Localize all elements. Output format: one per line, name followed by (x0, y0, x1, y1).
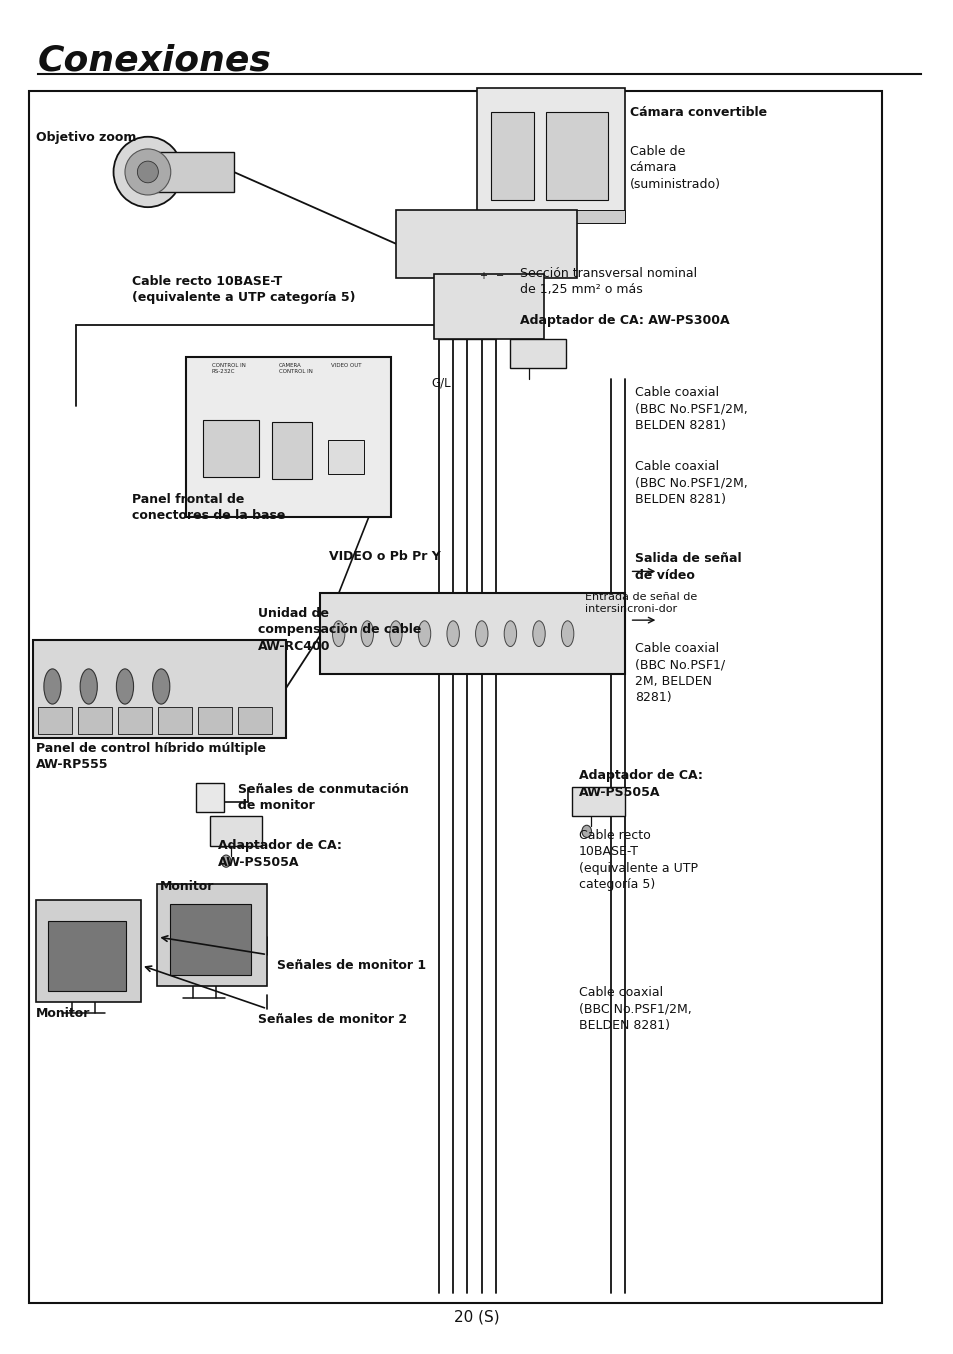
Ellipse shape (503, 620, 516, 646)
Text: Sección transversal nominal
de 1,25 mm² o más: Sección transversal nominal de 1,25 mm² … (519, 267, 697, 297)
Text: Monitor: Monitor (160, 880, 214, 894)
Ellipse shape (152, 669, 170, 704)
Bar (272, 422, 312, 479)
Text: Panel frontal de
conectores de la base: Panel frontal de conectores de la base (132, 493, 285, 523)
Text: Unidad de
compensación de cable
AW-RC400: Unidad de compensación de cable AW-RC400 (257, 607, 420, 653)
Text: ESPAÑOL: ESPAÑOL (909, 684, 924, 758)
Ellipse shape (417, 620, 430, 646)
Bar (198, 707, 232, 734)
Bar (395, 210, 577, 278)
Bar (48, 921, 126, 991)
Ellipse shape (389, 620, 401, 646)
Text: Adaptador de CA: AW-PS300A: Adaptador de CA: AW-PS300A (519, 314, 729, 328)
Text: +: + (478, 271, 486, 280)
Bar (572, 787, 624, 816)
Bar (491, 112, 534, 200)
Bar (33, 640, 286, 738)
Ellipse shape (360, 620, 374, 646)
Bar (158, 707, 192, 734)
Ellipse shape (113, 137, 182, 207)
Bar (545, 112, 607, 200)
Bar (195, 783, 224, 812)
Bar (29, 91, 882, 1303)
Text: 20 (S): 20 (S) (454, 1309, 499, 1324)
Ellipse shape (116, 669, 133, 704)
Text: CAMERA
CONTROL IN: CAMERA CONTROL IN (278, 363, 313, 374)
Text: Cable coaxial
(BBC No.PSF1/2M,
BELDEN 8281): Cable coaxial (BBC No.PSF1/2M, BELDEN 82… (635, 460, 747, 506)
Bar (203, 420, 258, 477)
Ellipse shape (581, 825, 591, 837)
Text: Cable coaxial
(BBC No.PSF1/
2M, BELDEN
8281): Cable coaxial (BBC No.PSF1/ 2M, BELDEN 8… (635, 642, 724, 704)
Ellipse shape (475, 620, 487, 646)
Text: Conexiones: Conexiones (38, 43, 272, 77)
Ellipse shape (221, 856, 231, 868)
Text: G/L: G/L (431, 376, 451, 390)
Text: Cámara convertible: Cámara convertible (629, 106, 766, 119)
Bar (170, 904, 251, 975)
Bar (510, 338, 565, 368)
Text: Entrada de señal de
intersincroni­dor: Entrada de señal de intersincroni­dor (584, 592, 697, 615)
Text: Objetivo zoom: Objetivo zoom (36, 131, 136, 145)
Bar (118, 707, 152, 734)
Ellipse shape (125, 149, 171, 195)
Text: VIDEO OUT: VIDEO OUT (331, 363, 361, 368)
Ellipse shape (44, 669, 61, 704)
Text: Señales de conmutación
de monitor: Señales de conmutación de monitor (238, 783, 409, 812)
Text: Salida de señal
de vídeo: Salida de señal de vídeo (635, 552, 741, 582)
Text: Cable recto
10BASE-T
(equivalente a UTP
categoría 5): Cable recto 10BASE-T (equivalente a UTP … (578, 829, 698, 891)
Bar (157, 884, 267, 986)
Text: CONTROL IN
RS-232C: CONTROL IN RS-232C (212, 363, 246, 374)
Bar (38, 707, 71, 734)
Bar (210, 816, 262, 846)
Text: Señales de monitor 1: Señales de monitor 1 (276, 959, 425, 972)
Ellipse shape (446, 620, 459, 646)
Text: Cable coaxial
(BBC No.PSF1/2M,
BELDEN 8281): Cable coaxial (BBC No.PSF1/2M, BELDEN 82… (635, 386, 747, 432)
Bar (476, 88, 624, 217)
Text: Monitor: Monitor (36, 1007, 91, 1021)
Text: Señales de monitor 2: Señales de monitor 2 (257, 1013, 406, 1026)
Bar (319, 593, 624, 674)
Ellipse shape (332, 620, 345, 646)
Text: Cable recto 10BASE-T
(equivalente a UTP categoría 5): Cable recto 10BASE-T (equivalente a UTP … (132, 275, 355, 305)
Bar (36, 900, 141, 1002)
Bar (476, 210, 624, 223)
Bar (238, 707, 272, 734)
Ellipse shape (80, 669, 97, 704)
Text: −: − (496, 271, 504, 280)
Ellipse shape (560, 620, 573, 646)
Text: Cable coaxial
(BBC No.PSF1/2M,
BELDEN 8281): Cable coaxial (BBC No.PSF1/2M, BELDEN 82… (578, 986, 691, 1032)
Text: VIDEO o Pb Pr Y: VIDEO o Pb Pr Y (329, 550, 440, 563)
Bar (328, 440, 364, 474)
Bar (78, 707, 112, 734)
Ellipse shape (137, 161, 158, 183)
Ellipse shape (532, 620, 544, 646)
Text: Panel de control híbrido múltiple
AW-RP555: Panel de control híbrido múltiple AW-RP5… (36, 742, 266, 772)
Bar (434, 274, 543, 338)
Text: Adaptador de CA:
AW-PS505A: Adaptador de CA: AW-PS505A (578, 769, 702, 799)
Bar (186, 357, 391, 517)
Text: Cable de
cámara
(suministrado): Cable de cámara (suministrado) (629, 145, 720, 191)
Bar (152, 152, 233, 192)
Text: Adaptador de CA:
AW-PS505A: Adaptador de CA: AW-PS505A (217, 839, 341, 869)
